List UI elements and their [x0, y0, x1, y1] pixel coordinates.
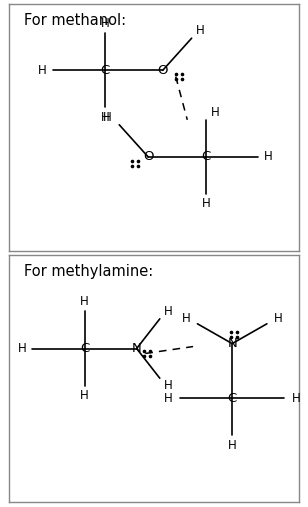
Text: For methanol:: For methanol: [24, 13, 126, 28]
Text: H: H [103, 111, 112, 124]
Text: H: H [18, 342, 27, 355]
Text: C: C [100, 64, 109, 77]
Text: H: H [202, 197, 210, 210]
Text: H: H [164, 305, 173, 318]
Text: H: H [80, 389, 89, 402]
Text: C: C [80, 342, 89, 355]
Text: H: H [228, 439, 237, 452]
Text: H: H [38, 64, 47, 77]
Text: O: O [157, 64, 168, 77]
Text: H: H [181, 312, 190, 325]
Text: H: H [164, 379, 173, 392]
Text: H: H [100, 17, 109, 30]
Text: For methylamine:: For methylamine: [24, 264, 153, 279]
Text: O: O [143, 151, 153, 163]
Text: H: H [100, 111, 109, 124]
Text: H: H [80, 295, 89, 308]
Text: H: H [291, 391, 300, 405]
Text: N: N [132, 342, 141, 355]
Text: C: C [201, 151, 211, 163]
Text: H: H [274, 312, 283, 325]
Text: H: H [264, 151, 273, 163]
Text: N: N [227, 337, 237, 350]
Text: C: C [228, 391, 237, 405]
Text: H: H [164, 391, 173, 405]
Text: H: H [196, 24, 205, 38]
Text: H: H [210, 106, 219, 119]
